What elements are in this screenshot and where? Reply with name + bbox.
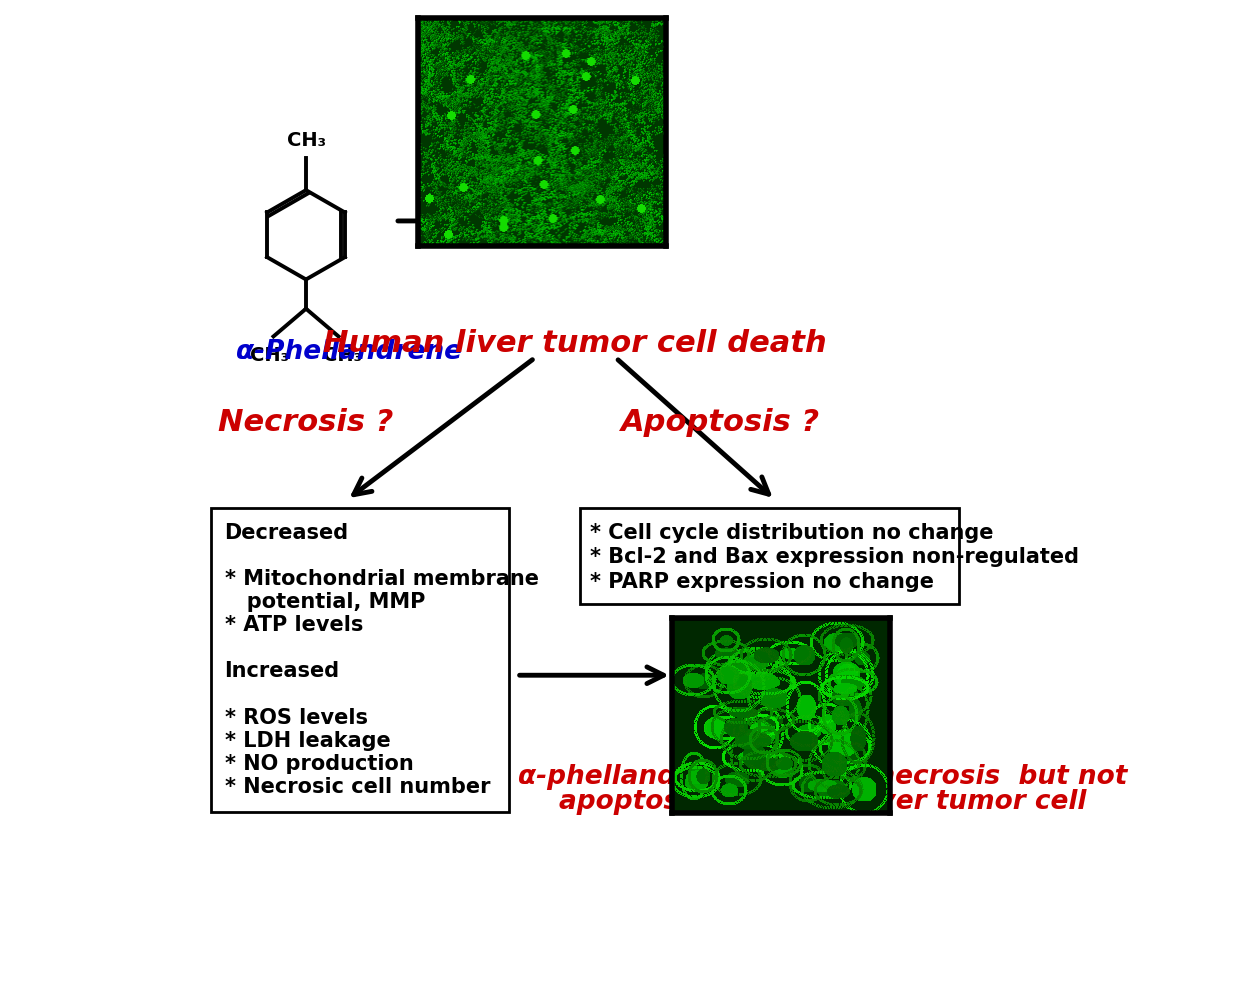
Text: Human liver tumor cell death: Human liver tumor cell death bbox=[323, 328, 826, 357]
Text: potential, MMP: potential, MMP bbox=[224, 592, 425, 612]
Text: apoptosis in human liver tumor cell: apoptosis in human liver tumor cell bbox=[559, 789, 1087, 816]
Text: * LDH leakage: * LDH leakage bbox=[224, 731, 390, 750]
Text: * ATP levels: * ATP levels bbox=[224, 615, 363, 635]
Text: Necrosis ?: Necrosis ? bbox=[218, 408, 394, 437]
Text: * Necrosic cell number: * Necrosic cell number bbox=[224, 776, 491, 797]
Text: CH₃: CH₃ bbox=[250, 345, 289, 365]
Text: * NO production: * NO production bbox=[224, 754, 414, 773]
Text: Decreased: Decreased bbox=[224, 523, 348, 543]
Text: * Mitochondrial membrane: * Mitochondrial membrane bbox=[224, 569, 539, 589]
Text: α-phellandrene induces necrosis  but not: α-phellandrene induces necrosis but not bbox=[518, 763, 1127, 789]
Text: Increased: Increased bbox=[224, 662, 339, 682]
Text: * ROS levels: * ROS levels bbox=[224, 708, 368, 728]
FancyBboxPatch shape bbox=[580, 509, 959, 604]
Text: Apoptosis ?: Apoptosis ? bbox=[621, 408, 820, 437]
Text: * Cell cycle distribution no change: * Cell cycle distribution no change bbox=[591, 523, 994, 543]
FancyBboxPatch shape bbox=[211, 509, 509, 813]
Text: CH₃: CH₃ bbox=[323, 345, 362, 365]
Text: CH₃: CH₃ bbox=[286, 131, 326, 150]
Text: * Bcl-2 and Bax expression non-regulated: * Bcl-2 and Bax expression non-regulated bbox=[591, 548, 1079, 567]
Text: α-Phellandrene: α-Phellandrene bbox=[237, 338, 462, 365]
Text: * PARP expression no change: * PARP expression no change bbox=[591, 572, 934, 592]
